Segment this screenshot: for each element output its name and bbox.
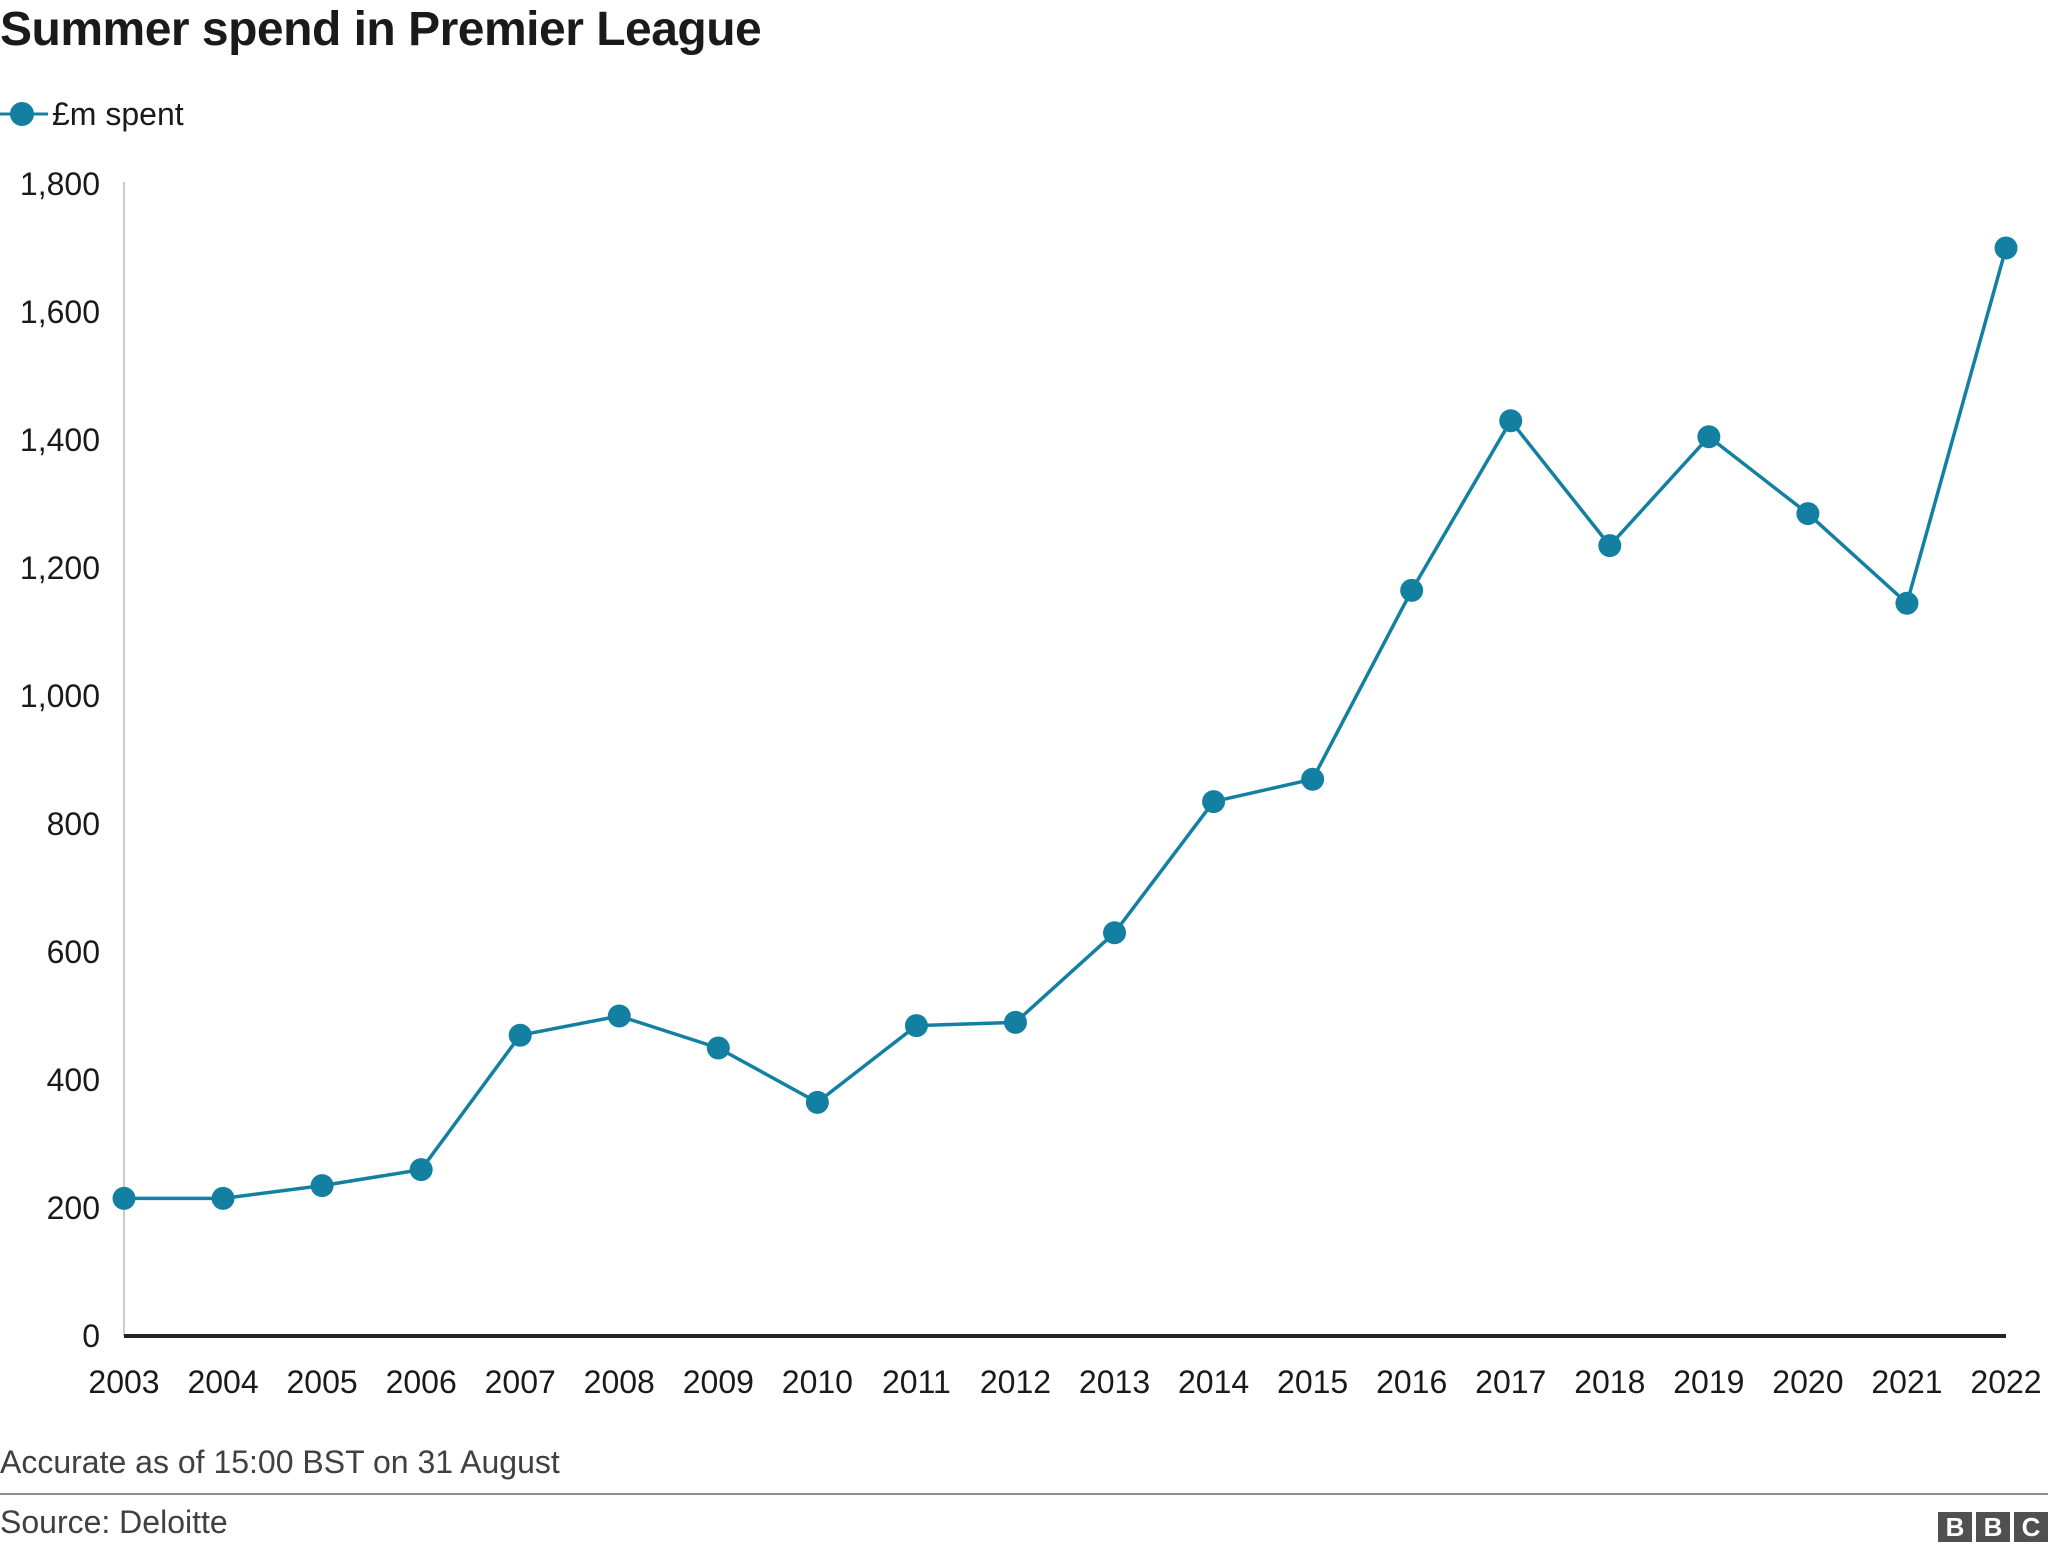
data-point — [508, 1023, 532, 1047]
data-point — [1003, 1010, 1027, 1034]
data-point — [706, 1036, 730, 1060]
x-tick-label: 2019 — [1673, 1364, 1744, 1400]
x-tick-label: 2009 — [683, 1364, 754, 1400]
logo-letter: C — [2014, 1512, 2048, 1542]
chart-title: Summer spend in Premier League — [0, 3, 762, 56]
logo-letter: B — [1938, 1512, 1972, 1542]
data-point — [1103, 921, 1127, 945]
line-chart: 0 200 400 600 800 1,000 1,200 1,400 1,600 1,800 20… — [20, 166, 2042, 1400]
data-point — [1796, 502, 1820, 526]
legend-label: £m spent — [52, 95, 184, 132]
legend-marker-icon — [0, 102, 48, 126]
data-point — [310, 1174, 334, 1198]
logo-letter: B — [1976, 1512, 2010, 1542]
data-point — [805, 1090, 829, 1114]
bbc-logo: B B C — [1938, 1512, 2048, 1542]
y-tick-label: 1,400 — [20, 422, 100, 458]
data-point — [211, 1186, 235, 1210]
x-tick-label: 2014 — [1178, 1364, 1249, 1400]
y-tick-label: 1,000 — [20, 678, 100, 714]
y-tick-label: 1,800 — [20, 166, 100, 202]
x-tick-label: 2016 — [1376, 1364, 1447, 1400]
series-line — [124, 247, 2008, 1201]
data-point — [112, 1186, 136, 1210]
data-point — [1400, 578, 1424, 602]
x-tick-label: 2015 — [1277, 1364, 1348, 1400]
data-point — [409, 1158, 433, 1182]
y-tick-label: 1,600 — [20, 294, 100, 330]
x-tick-label: 2011 — [882, 1364, 951, 1400]
x-tick-label: 2006 — [386, 1364, 457, 1400]
source-note: Source: Deloitte — [0, 1504, 228, 1540]
y-tick-label: 200 — [47, 1190, 100, 1226]
x-tick-label: 2021 — [1871, 1364, 1942, 1400]
data-point — [904, 1014, 928, 1038]
data-point — [1301, 767, 1325, 791]
data-point — [1499, 409, 1523, 433]
x-tick-label: 2012 — [980, 1364, 1051, 1400]
y-tick-label: 0 — [82, 1318, 100, 1354]
x-tick-label: 2018 — [1574, 1364, 1645, 1400]
data-point — [1202, 790, 1226, 814]
x-tick-label: 2010 — [782, 1364, 853, 1400]
x-tick-label: 2007 — [485, 1364, 556, 1400]
x-tick-label: 2017 — [1475, 1364, 1546, 1400]
data-point — [1994, 236, 2018, 260]
footnote: Accurate as of 15:00 BST on 31 August — [0, 1444, 560, 1480]
x-tick-label: 2013 — [1079, 1364, 1150, 1400]
footer-divider — [0, 1493, 2048, 1495]
data-point — [607, 1004, 631, 1028]
y-tick-label: 600 — [47, 934, 100, 970]
y-tick-label: 400 — [47, 1062, 100, 1098]
x-tick-label: 2003 — [88, 1364, 159, 1400]
x-tick-label: 2020 — [1772, 1364, 1843, 1400]
data-point — [1895, 591, 1919, 615]
x-tick-label: 2004 — [187, 1364, 258, 1400]
data-point — [1697, 425, 1721, 449]
y-tick-label: 800 — [47, 806, 100, 842]
x-tick-label: 2008 — [584, 1364, 655, 1400]
x-tick-label: 2022 — [1970, 1364, 2041, 1400]
legend: £m spent — [0, 92, 184, 136]
x-tick-label: 2005 — [287, 1364, 358, 1400]
y-tick-label: 1,200 — [20, 550, 100, 586]
data-point — [1598, 534, 1622, 558]
